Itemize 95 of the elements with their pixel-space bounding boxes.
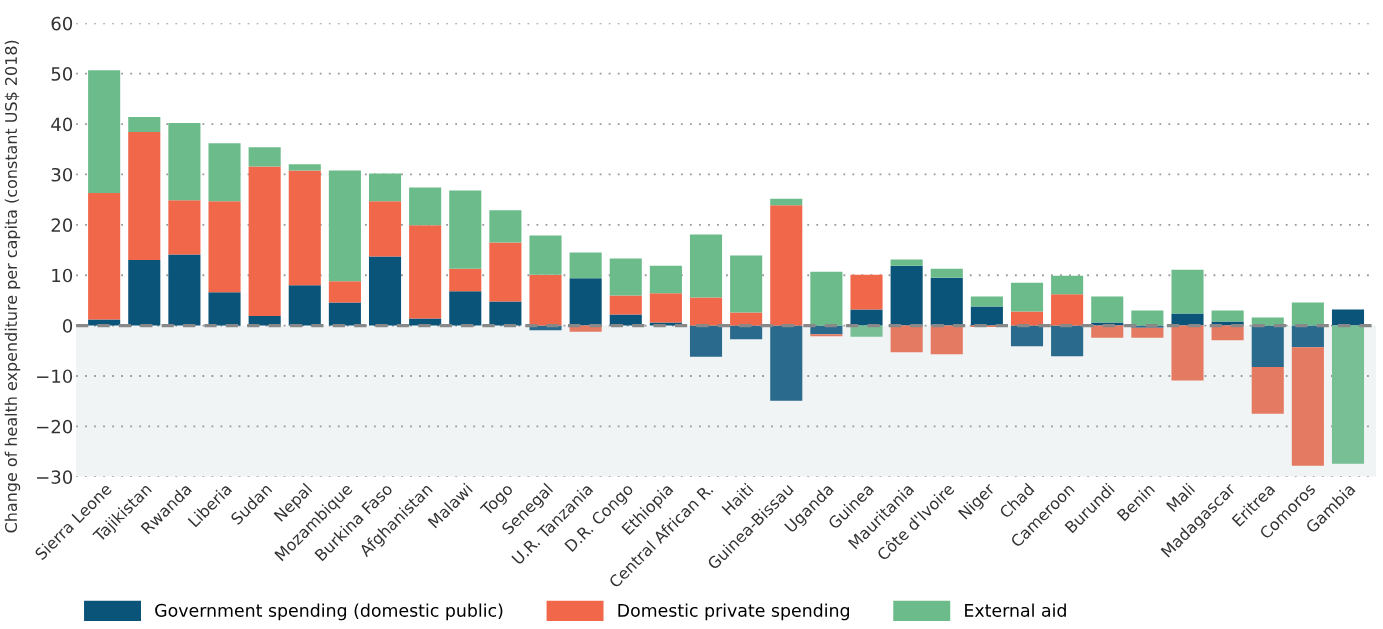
bar	[208, 143, 241, 202]
bar	[529, 274, 562, 326]
bar	[689, 297, 723, 326]
y-axis-title: Change of health expenditure per capita (constant US$ 2018)	[4, 40, 21, 533]
bar	[850, 274, 883, 310]
bar	[970, 296, 1003, 307]
bar	[1131, 327, 1164, 338]
bar	[88, 70, 121, 194]
bar	[730, 325, 763, 340]
bar	[489, 210, 522, 243]
legend-label: Domestic private spending	[618, 603, 849, 621]
bar	[1291, 347, 1324, 466]
bar	[1010, 282, 1044, 312]
bar	[770, 325, 803, 401]
bar	[689, 325, 723, 357]
bar	[1091, 296, 1124, 323]
bar	[449, 268, 482, 292]
bar	[88, 193, 121, 320]
bar	[1291, 302, 1324, 326]
bar	[288, 164, 321, 171]
bar	[409, 225, 442, 319]
bar	[248, 147, 281, 167]
bar	[449, 190, 482, 269]
bar	[1051, 294, 1084, 326]
bar	[930, 268, 963, 278]
bar	[810, 334, 843, 337]
bar	[1331, 309, 1365, 326]
bar	[368, 201, 402, 257]
bar	[128, 117, 161, 133]
bar	[168, 254, 201, 326]
bar	[970, 306, 1003, 326]
bar	[328, 170, 361, 282]
bar	[1051, 275, 1084, 295]
bar	[689, 234, 723, 298]
bar	[1251, 366, 1284, 414]
bar	[1211, 310, 1244, 322]
bar	[770, 205, 803, 326]
bar	[208, 201, 241, 293]
bar	[609, 295, 642, 315]
bar	[409, 187, 442, 226]
y-tick-label: −30	[37, 470, 73, 484]
bar	[328, 302, 361, 326]
y-tick-label: −10	[37, 369, 73, 384]
y-tick-label: 40	[51, 117, 73, 132]
bar	[1131, 310, 1164, 326]
bar	[1171, 313, 1204, 326]
y-tick-label: 10	[52, 268, 73, 283]
bar	[248, 166, 281, 317]
bar	[1171, 269, 1204, 314]
bar	[730, 312, 763, 326]
bar	[288, 285, 321, 326]
bar	[730, 255, 763, 313]
bar	[1291, 325, 1324, 348]
bar	[770, 198, 803, 206]
y-tick-label: −20	[37, 419, 73, 434]
bar	[168, 123, 201, 201]
bar	[890, 259, 923, 266]
y-tick-label: 50	[51, 67, 73, 81]
legend-label: External aid	[965, 603, 1066, 617]
bar	[930, 325, 963, 355]
bar	[328, 281, 361, 303]
bar	[1331, 325, 1365, 464]
bar	[1251, 325, 1284, 367]
bar	[1211, 325, 1244, 341]
bar	[810, 271, 843, 326]
bar	[1171, 325, 1204, 381]
bar	[850, 309, 883, 326]
bar	[288, 170, 321, 286]
bar	[489, 301, 522, 326]
y-tick-label: 60	[51, 16, 73, 31]
bar	[368, 173, 402, 202]
bar	[489, 242, 522, 302]
legend-label: Government spending (domestic public)	[155, 603, 503, 621]
bar	[1091, 325, 1124, 338]
bar	[890, 265, 923, 326]
y-tick-label: 20	[51, 218, 73, 232]
bar	[1010, 311, 1044, 326]
bar	[168, 200, 201, 255]
bar	[368, 256, 402, 326]
bar	[609, 258, 642, 296]
bar	[649, 265, 682, 294]
bar	[208, 292, 241, 326]
bar	[649, 293, 682, 323]
y-tick-label: 30	[51, 167, 73, 182]
bar	[1010, 325, 1044, 347]
bar	[569, 252, 602, 279]
bar	[930, 277, 963, 326]
bar	[449, 291, 482, 326]
bar	[529, 235, 562, 275]
bar	[569, 278, 602, 326]
bar	[1051, 325, 1084, 357]
bar	[128, 132, 161, 261]
bar	[890, 325, 923, 353]
bar	[128, 260, 161, 326]
y-tick-label: 0	[62, 319, 73, 333]
